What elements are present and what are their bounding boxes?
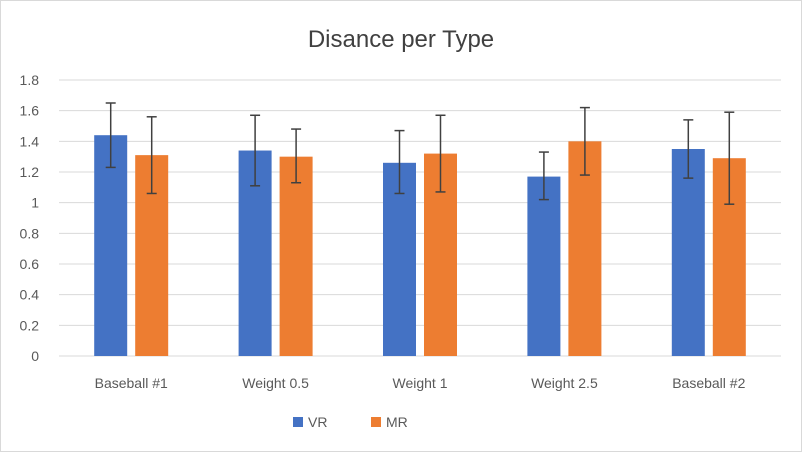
error-bar bbox=[683, 119, 694, 179]
x-tick-label: Weight 2.5 bbox=[531, 375, 598, 391]
error-bar bbox=[291, 128, 302, 184]
x-tick-label: Weight 1 bbox=[393, 375, 448, 391]
y-tick-label: 0.4 bbox=[20, 287, 40, 303]
x-axis-ticks: Baseball #1 Weight 0.5 Weight 1 Weight 2.5 B… bbox=[95, 375, 746, 391]
error-bar bbox=[250, 114, 261, 187]
bar-mr-1 bbox=[279, 156, 313, 356]
bar-vr-2 bbox=[383, 162, 416, 356]
y-tick-label: 1 bbox=[31, 195, 39, 211]
bar-vr-3 bbox=[527, 176, 561, 356]
error-bar bbox=[724, 111, 735, 205]
error-bars bbox=[105, 102, 735, 205]
y-tick-label: 1.8 bbox=[20, 72, 40, 88]
legend-label-vr: VR bbox=[308, 414, 327, 430]
x-tick-label: Baseball #1 bbox=[95, 375, 168, 391]
y-tick-label: 1.6 bbox=[20, 103, 40, 119]
error-bar bbox=[146, 116, 157, 195]
y-tick-label: 0.6 bbox=[20, 256, 40, 272]
y-tick-label: 0.2 bbox=[20, 317, 40, 333]
y-tick-label: 0.8 bbox=[20, 225, 40, 241]
gridlines bbox=[59, 79, 781, 357]
bar-vr-4 bbox=[671, 149, 705, 356]
legend-label-mr: MR bbox=[386, 414, 408, 430]
bar-mr-3 bbox=[568, 141, 602, 356]
legend: VR MR bbox=[293, 414, 408, 430]
y-axis-ticks: 0 0.2 0.4 0.6 0.8 1 1.2 1.4 1.6 1.8 bbox=[20, 72, 40, 364]
bar-vr-0 bbox=[94, 135, 128, 356]
error-bar bbox=[579, 106, 590, 176]
y-tick-label: 1.2 bbox=[20, 164, 40, 180]
bars bbox=[94, 135, 746, 356]
chart-title: Disance per Type bbox=[308, 26, 494, 53]
error-bar bbox=[105, 102, 116, 169]
legend-swatch-mr bbox=[371, 417, 381, 427]
legend-swatch-vr bbox=[293, 417, 303, 427]
error-bar bbox=[394, 129, 405, 195]
x-tick-label: Weight 0.5 bbox=[242, 375, 309, 391]
error-bar bbox=[538, 151, 549, 201]
error-bar bbox=[435, 114, 446, 193]
x-tick-label: Baseball #2 bbox=[672, 375, 745, 391]
y-tick-label: 0 bbox=[31, 348, 39, 364]
y-tick-label: 1.4 bbox=[20, 133, 40, 149]
